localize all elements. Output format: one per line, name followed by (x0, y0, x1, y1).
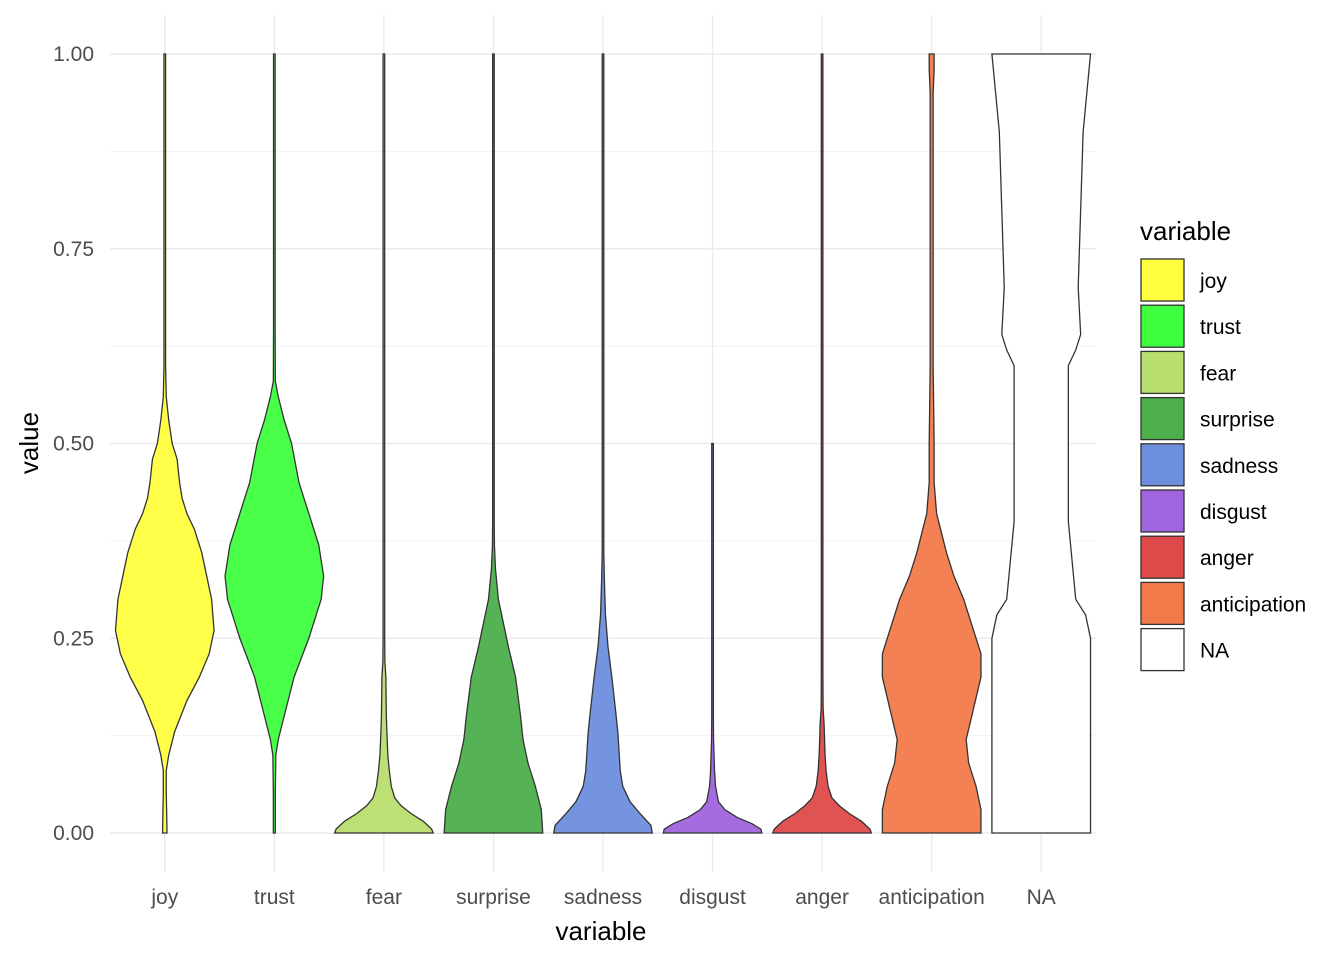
y-tick-label: 0.50 (53, 433, 94, 456)
violin-trust (224, 53, 325, 834)
legend-title: variable (1140, 216, 1231, 246)
legend-label-joy: joy (1199, 270, 1227, 293)
x-axis-title: variable (555, 916, 646, 946)
x-tick-label: fear (366, 886, 402, 909)
violin-anger (771, 53, 873, 834)
x-tick-label: joy (150, 886, 178, 909)
legend-label-trust: trust (1200, 316, 1241, 339)
legend-label-disgust: disgust (1200, 501, 1267, 524)
legend-key-joy (1140, 258, 1185, 302)
y-tick-label: 0.25 (53, 627, 94, 650)
legend-key-anger (1140, 535, 1185, 579)
x-axis-ticks: joy trust fear surprise sadness disgust anger a… (150, 886, 1055, 909)
legend-key-sadness (1140, 443, 1185, 487)
y-axis-ticks: 0.00 0.25 0.50 0.75 1.00 (53, 43, 94, 845)
x-tick-label: anger (795, 886, 849, 909)
violin-na (991, 53, 1092, 834)
y-tick-label: 1.00 (53, 43, 94, 66)
x-tick-label: disgust (679, 886, 746, 909)
y-tick-label: 0.00 (53, 822, 94, 845)
legend: variable joy trust fear surprise sadness disg… (1140, 216, 1306, 672)
legend-key-na (1140, 627, 1185, 672)
violins (114, 53, 1092, 834)
legend-key-trust (1140, 304, 1185, 348)
legend-label-anticipation: anticipation (1200, 593, 1306, 616)
violin-surprise (443, 53, 544, 834)
legend-key-disgust (1140, 489, 1185, 533)
legend-label-surprise: surprise (1200, 409, 1275, 432)
x-tick-label: anticipation (879, 886, 985, 909)
violin-joy (114, 53, 215, 834)
violin-anticipation (881, 53, 982, 834)
legend-key-fear (1140, 350, 1185, 395)
x-tick-label: surprise (456, 886, 531, 909)
violin-fear (333, 53, 435, 834)
y-axis-title: value (14, 412, 44, 474)
legend-key-anticipation (1140, 581, 1185, 626)
legend-label-fear: fear (1200, 362, 1236, 385)
x-tick-label: trust (254, 886, 295, 909)
legend-key-surprise (1140, 396, 1185, 441)
x-tick-label: NA (1027, 886, 1056, 909)
x-tick-label: sadness (564, 886, 642, 909)
legend-label-sadness: sadness (1200, 455, 1278, 478)
violin-disgust (662, 442, 763, 834)
legend-label-na: NA (1200, 640, 1229, 663)
legend-label-anger: anger (1200, 547, 1254, 570)
y-tick-label: 0.75 (53, 238, 94, 261)
violin-sadness (552, 53, 654, 834)
